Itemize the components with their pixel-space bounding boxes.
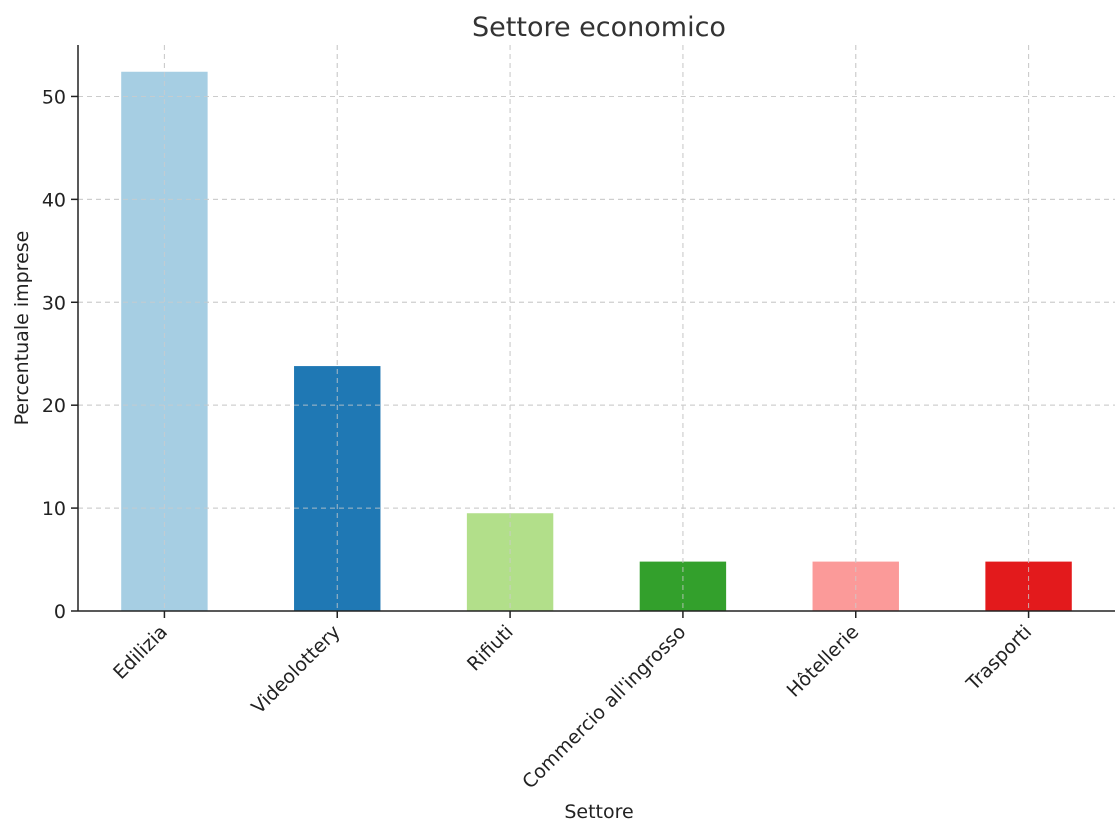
grid <box>78 45 1115 612</box>
x-tick-label: Rifiuti <box>463 621 518 676</box>
y-tick-label: 20 <box>42 395 66 417</box>
x-axis-label: Settore <box>564 801 633 823</box>
bar-edilizia <box>121 71 208 612</box>
y-tick-label: 0 <box>54 601 66 623</box>
y-tick-label: 50 <box>42 86 66 108</box>
chart-title: Settore economico <box>472 12 726 43</box>
y-tick-label: 40 <box>42 189 66 211</box>
x-tick-label: Trasporti <box>962 621 1037 696</box>
grid-overlay <box>78 45 1115 612</box>
y-axis-label: Percentuale imprese <box>11 231 33 426</box>
y-ticks: 0 10 20 30 40 50 <box>42 86 78 623</box>
bars <box>121 71 1072 612</box>
y-tick-label: 10 <box>42 498 66 520</box>
x-tick-label: Hôtellerie <box>783 621 864 702</box>
y-tick-label: 30 <box>42 292 66 314</box>
x-ticks: Edilizia Videolottery Rifiuti Commercio all… <box>109 611 1036 793</box>
x-tick-label: Commercio all'ingrosso <box>518 621 690 793</box>
x-tick-label: Edilizia <box>109 621 172 684</box>
axes <box>77 45 1115 612</box>
x-tick-label: Videolottery <box>247 621 344 718</box>
